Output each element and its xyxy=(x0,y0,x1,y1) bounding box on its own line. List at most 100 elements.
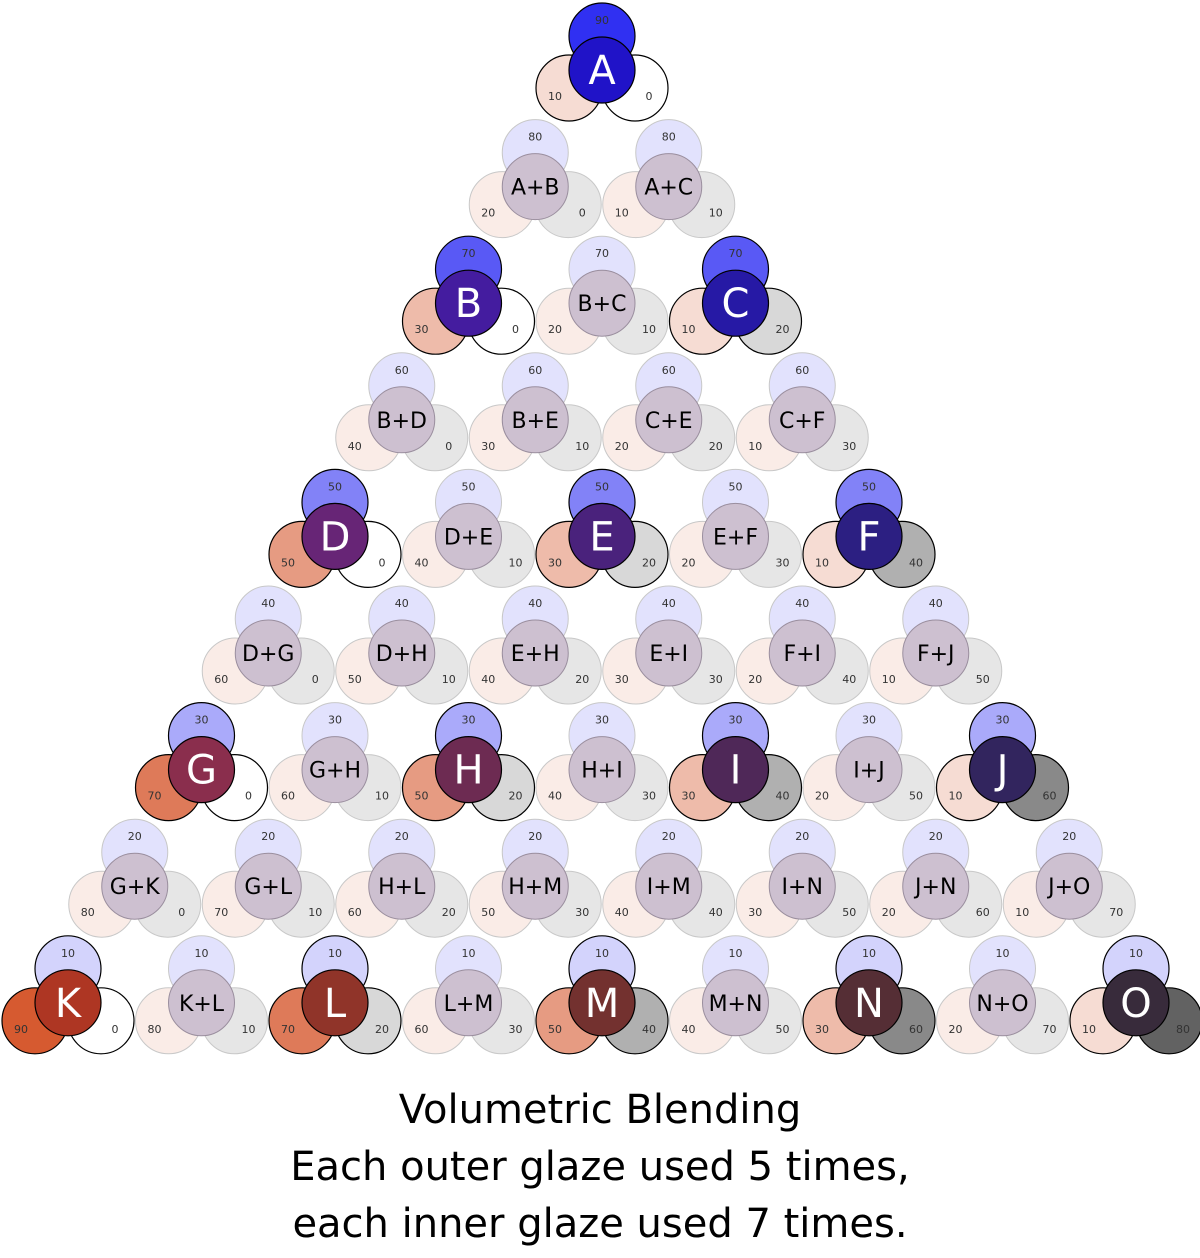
black-percent-label: 10 xyxy=(642,323,656,336)
red-percent-label: 60 xyxy=(281,790,295,803)
red-percent-label: 70 xyxy=(214,906,228,919)
glaze-blend-e-plus-f: 50 20 30 E+F xyxy=(669,468,802,588)
blue-percent-label: 10 xyxy=(195,947,209,960)
mixed-glaze-circle xyxy=(301,502,369,571)
red-percent-label: 10 xyxy=(615,207,629,220)
blue-percent-label: 70 xyxy=(595,247,609,260)
blend-label: G xyxy=(186,748,217,794)
glaze-blend-f-plus-j: 40 10 50 F+J xyxy=(869,585,1003,705)
red-percent-label: 30 xyxy=(481,440,495,453)
blue-percent-label: 20 xyxy=(1062,830,1076,843)
blue-percent-label: 10 xyxy=(462,947,476,960)
blend-label: B+E xyxy=(512,409,559,434)
mixed-glaze-circle xyxy=(768,619,836,687)
glaze-blend-i-plus-m: 20 40 40 I+M xyxy=(602,818,736,938)
blend-label: E+F xyxy=(713,525,758,550)
blue-percent-label: 90 xyxy=(595,14,609,27)
blue-percent-label: 50 xyxy=(862,480,876,493)
glaze-blend-e: 50 30 20 E xyxy=(535,468,669,589)
black-percent-label: 10 xyxy=(709,207,723,220)
blue-percent-label: 10 xyxy=(996,947,1010,960)
mixed-glaze-circle xyxy=(301,969,369,1037)
mixed-glaze-circle xyxy=(568,36,636,104)
red-percent-label: 20 xyxy=(481,207,495,220)
blend-label: H+M xyxy=(508,875,562,900)
red-percent-label: 30 xyxy=(415,323,429,336)
mixed-glaze-circle xyxy=(768,386,836,454)
blend-label: M+N xyxy=(709,992,763,1017)
red-percent-label: 60 xyxy=(214,673,228,686)
glaze-blend-l: 10 70 20 L xyxy=(268,935,402,1055)
black-percent-label: 0 xyxy=(512,323,519,336)
mixed-glaze-circle xyxy=(835,736,903,804)
blend-label: A xyxy=(588,48,616,94)
black-percent-label: 10 xyxy=(442,673,456,686)
red-percent-label: 10 xyxy=(1015,906,1029,919)
black-percent-label: 10 xyxy=(308,906,322,919)
blend-label: C xyxy=(722,281,750,327)
black-percent-label: 0 xyxy=(445,440,452,453)
red-percent-label: 40 xyxy=(415,556,429,569)
mixed-glaze-circle xyxy=(501,386,569,454)
glaze-blend-d-plus-g: 40 60 0 D+G xyxy=(201,585,335,705)
blend-label: D+H xyxy=(376,642,428,667)
red-percent-label: 50 xyxy=(548,1023,562,1036)
blue-percent-label: 80 xyxy=(662,131,676,144)
blue-percent-label: 40 xyxy=(795,597,809,610)
blue-percent-label: 50 xyxy=(328,480,342,493)
red-percent-label: 20 xyxy=(615,440,629,453)
black-percent-label: 40 xyxy=(642,1023,656,1036)
mixed-glaze-circle xyxy=(167,735,236,804)
blue-percent-label: 20 xyxy=(528,830,542,843)
blue-percent-label: 40 xyxy=(261,597,275,610)
glaze-blend-a-plus-b: 80 20 0 A+B xyxy=(468,119,602,239)
glaze-blend-k: 10 90 0 K xyxy=(1,935,135,1055)
mixed-glaze-circle xyxy=(835,969,903,1037)
mixed-glaze-circle xyxy=(902,619,970,687)
black-percent-label: 30 xyxy=(842,440,856,453)
blend-label: I+J xyxy=(853,759,884,784)
blend-label: B xyxy=(455,281,482,327)
blend-label: C+F xyxy=(779,409,825,434)
blend-label: D xyxy=(320,514,351,560)
mixed-glaze-circle xyxy=(701,269,770,337)
mixed-glaze-circle xyxy=(301,736,369,804)
black-percent-label: 60 xyxy=(976,906,990,919)
blue-percent-label: 30 xyxy=(595,714,609,727)
glaze-blend-i-plus-j: 30 20 50 I+J xyxy=(802,702,936,822)
blue-percent-label: 50 xyxy=(462,480,476,493)
blend-label: A+C xyxy=(644,176,693,201)
mixed-glaze-circle xyxy=(435,502,502,570)
black-percent-label: 40 xyxy=(776,790,790,803)
red-percent-label: 40 xyxy=(481,673,495,686)
mixed-glaze-circle xyxy=(434,269,503,337)
blend-label: J+N xyxy=(913,875,956,900)
glaze-blend-f: 50 10 40 F xyxy=(802,468,936,589)
caption-inner-glaze-note: each inner glaze used 7 times. xyxy=(292,1201,908,1247)
blend-label: J+O xyxy=(1046,875,1090,900)
blue-percent-label: 30 xyxy=(729,714,743,727)
black-percent-label: 50 xyxy=(776,1023,790,1036)
blue-percent-label: 40 xyxy=(528,597,542,610)
black-percent-label: 70 xyxy=(1043,1023,1057,1036)
red-percent-label: 20 xyxy=(682,556,696,569)
blend-label: K+L xyxy=(179,992,225,1017)
mixed-glaze-circle xyxy=(635,386,703,454)
black-percent-label: 30 xyxy=(709,673,723,686)
blue-percent-label: 10 xyxy=(1129,947,1143,960)
red-percent-label: 10 xyxy=(949,790,963,803)
black-percent-label: 20 xyxy=(575,673,589,686)
black-percent-label: 30 xyxy=(776,556,790,569)
red-percent-label: 30 xyxy=(682,790,696,803)
blue-percent-label: 20 xyxy=(261,830,275,843)
mixed-glaze-circle xyxy=(101,852,169,920)
blue-percent-label: 10 xyxy=(595,947,609,960)
red-percent-label: 90 xyxy=(14,1023,28,1036)
mixed-glaze-circle xyxy=(568,502,636,571)
mixed-glaze-circle xyxy=(501,852,569,920)
glaze-blend-b-plus-e: 60 30 10 B+E xyxy=(468,352,602,472)
black-percent-label: 0 xyxy=(379,556,386,569)
blue-percent-label: 30 xyxy=(996,714,1010,727)
glaze-blend-g-plus-h: 30 60 10 G+H xyxy=(268,702,402,822)
mixed-glaze-circle xyxy=(568,269,636,337)
